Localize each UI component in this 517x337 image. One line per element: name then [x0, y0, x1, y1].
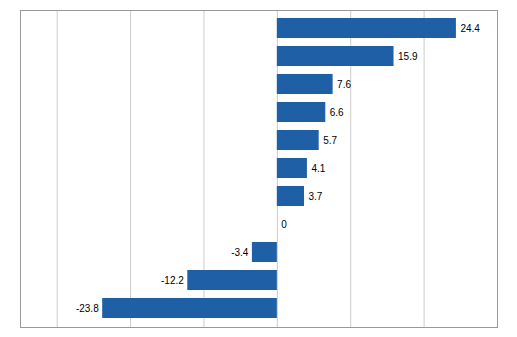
svg-text:-3.4: -3.4	[231, 247, 249, 258]
svg-text:-23.8: -23.8	[76, 303, 99, 314]
svg-text:6.6: 6.6	[330, 107, 344, 118]
svg-text:3.7: 3.7	[308, 191, 322, 202]
svg-text:-12.2: -12.2	[161, 275, 184, 286]
svg-text:4.1: 4.1	[311, 163, 325, 174]
svg-text:24.4: 24.4	[460, 23, 480, 34]
svg-text:5.7: 5.7	[323, 135, 337, 146]
svg-text:0: 0	[281, 219, 287, 230]
svg-text:15.9: 15.9	[398, 51, 418, 62]
svg-text:7.6: 7.6	[337, 79, 351, 90]
